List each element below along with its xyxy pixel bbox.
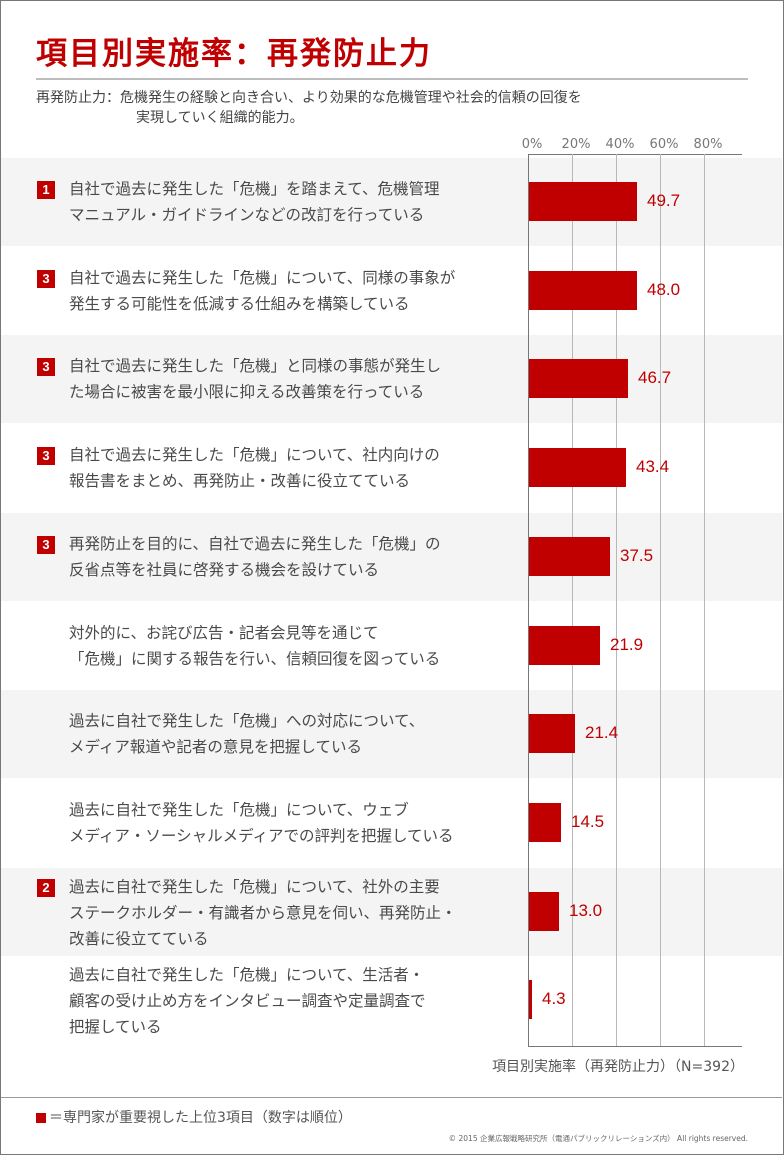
x-tick-20: 20%: [561, 137, 591, 152]
bar: [529, 980, 532, 1019]
row-label: 過去に自社で発生した「危機」について、ウェブメディア・ソーシャルメディアでの評判…: [69, 797, 454, 849]
row-label-line: 過去に自社で発生した「危機」について、生活者・: [69, 966, 425, 984]
bar: [529, 271, 637, 310]
row-label-line: 報告書をまとめ、再発防止・改善に役立てている: [69, 472, 411, 490]
row-label-line: 自社で過去に発生した「危機」について、同様の事象が: [69, 269, 456, 287]
row-label: 過去に自社で発生した「危機」について、社外の主要 ステークホルダー・有識者から意見…: [69, 874, 457, 952]
gridline-60: [660, 154, 661, 1046]
chart-row: 対外的に、お詫び広告・記者会見等を通じて「危機」に関する報告を行い、信頼回復を図…: [1, 602, 782, 690]
chart-row: 2 過去に自社で発生した「危機」について、社外の主要 ステークホルダー・有識者から意…: [1, 868, 782, 956]
expert-rank-badge: 1: [37, 181, 55, 199]
legend-red-square-icon: [36, 1113, 46, 1123]
bar-value-label: 14.5: [571, 812, 605, 831]
row-label: 対外的に、お詫び広告・記者会見等を通じて「危機」に関する報告を行い、信頼回復を図…: [69, 620, 440, 672]
bar: [529, 537, 610, 576]
chart-row: 1 自社で過去に発生した「危機」を踏まえて、危機管理 マニュアル・ガイドラインなどの…: [1, 158, 782, 246]
expert-rank-badge: 2: [37, 879, 55, 897]
chart-row: 3 再発防止を目的に、自社で過去に発生した「危機」の 反省点等を社員に啓発する機会を…: [1, 513, 782, 601]
row-label-line: 自社で過去に発生した「危機」と同様の事態が発生し: [69, 357, 442, 375]
x-tick-60: 60%: [649, 137, 679, 152]
gridline-40: [616, 154, 617, 1046]
description-line-2: 実現していく組織的能力。: [136, 110, 304, 126]
bar: [529, 182, 637, 221]
bar: [529, 714, 575, 753]
row-label-line: メディア・ソーシャルメディアでの評判を把握している: [69, 827, 454, 845]
row-label: 自社で過去に発生した「危機」と同様の事態が発生し た場合に被害を最小限に抑える改善…: [69, 353, 441, 405]
row-label-line: 自社で過去に発生した「危機」を踏まえて、危機管理: [69, 180, 440, 198]
row-label: 自社で過去に発生した「危機」を踏まえて、危機管理 マニュアル・ガイドラインなどの改…: [69, 176, 439, 228]
bar-value-label: 21.9: [610, 635, 644, 654]
x-tick-0: 0%: [521, 137, 543, 152]
bar: [529, 626, 600, 665]
bar: [529, 892, 559, 931]
chart-row: 過去に自社で発生した「危機」への対応について、 メディア報道や記者の意見を把握して…: [1, 690, 782, 778]
row-label: 自社で過去に発生した「危機」について、同様の事象が 発生する可能性を低減する仕組み…: [69, 265, 455, 317]
expert-rank-badge: 3: [37, 536, 55, 554]
bar-value-label: 21.4: [585, 723, 619, 742]
row-label-line: 発生する可能性を低減する仕組みを構築している: [69, 295, 410, 313]
row-label: 再発防止を目的に、自社で過去に発生した「危機」の 反省点等を社員に啓発する機会を設…: [69, 531, 441, 583]
bar-value-label: 43.4: [636, 457, 670, 476]
row-label-line: 反省点等を社員に啓発する機会を設けている: [69, 561, 380, 579]
row-label-line: 過去に自社で発生した「危機」への対応について、: [69, 712, 425, 730]
row-label-line: 「危機」に関する報告を行い、信頼回復を図っている: [69, 650, 441, 668]
row-label-line: ステークホルダー・有識者から意見を伺い、再発防止・: [69, 904, 457, 922]
chart-title: 項目別実施率：再発防止力: [36, 36, 432, 72]
row-label-line: 改善に役立てている: [69, 930, 209, 948]
expert-rank-badge: 3: [37, 447, 55, 465]
row-label: 過去に自社で発生した「危機」について、生活者・ 顧客の受け止め方をインタビュー調査…: [69, 962, 426, 1040]
x-axis-top-line: [528, 154, 742, 155]
bar-value-label: 46.7: [638, 368, 672, 387]
legend-text: ＝専門家が重要視した上位3項目（数字は順位）: [49, 1110, 352, 1126]
gridline-0: [528, 154, 529, 1046]
row-label-line: 把握している: [69, 1018, 162, 1036]
row-label-line: 顧客の受け止め方をインタビュー調査や定量調査で: [69, 992, 426, 1010]
row-label-line: 過去に自社で発生した「危機」について、社外の主要: [69, 878, 440, 896]
bar-value-label: 13.0: [569, 901, 603, 920]
expert-rank-badge: 3: [37, 270, 55, 288]
gridline-20: [572, 154, 573, 1046]
row-label-line: 過去に自社で発生した「危機」について、ウェブ: [69, 801, 409, 819]
row-label-line: 自社で過去に発生した「危機」について、社内向けの: [69, 446, 440, 464]
row-label-line: た場合に被害を最小限に抑える改善策を行っている: [69, 383, 425, 401]
chart-description: 再発防止力：危機発生の経験と向き合い、より効果的な危機管理や社会的信頼の回復を …: [36, 88, 582, 128]
row-label-line: メディア報道や記者の意見を把握している: [69, 738, 362, 756]
x-tick-40: 40%: [605, 137, 635, 152]
title-divider: [36, 78, 748, 80]
bar-value-label: 48.0: [647, 280, 681, 299]
bar: [529, 359, 628, 398]
bar: [529, 448, 626, 487]
chart-row: 3 自社で過去に発生した「危機」と同様の事態が発生し た場合に被害を最小限に抑える改…: [1, 335, 782, 423]
gridline-80: [704, 154, 705, 1046]
row-label-line: 再発防止を目的に、自社で過去に発生した「危機」の: [69, 535, 441, 553]
chart-row: 3 自社で過去に発生した「危機」について、同様の事象が 発生する可能性を低減する仕組…: [1, 247, 782, 335]
expert-rank-badge: 3: [37, 358, 55, 376]
chart-caption: 項目別実施率（再発防止力）（N=392）: [492, 1059, 744, 1075]
row-label: 過去に自社で発生した「危機」への対応について、 メディア報道や記者の意見を把握して…: [69, 708, 424, 760]
bar-value-label: 4.3: [542, 989, 566, 1008]
x-axis-tick-labels: 0% 20% 40% 60% 80%: [0, 137, 784, 153]
row-label-line: 対外的に、お詫び広告・記者会見等を通じて: [69, 624, 379, 642]
chart-row: 過去に自社で発生した「危機」について、ウェブメディア・ソーシャルメディアでの評判…: [1, 779, 782, 867]
row-label-line: マニュアル・ガイドラインなどの改訂を行っている: [69, 206, 425, 224]
chart-row: 3 自社で過去に発生した「危機」について、社内向けの 報告書をまとめ、再発防止・改善…: [1, 424, 782, 512]
x-axis-bottom-line: [528, 1046, 742, 1047]
copyright: © 2015 企業広報戦略研究所（電通パブリックリレーションズ内） All ri…: [448, 1134, 748, 1143]
bar-value-label: 37.5: [620, 546, 654, 565]
row-label: 自社で過去に発生した「危機」について、社内向けの 報告書をまとめ、再発防止・改善に…: [69, 442, 440, 494]
footer-divider: [1, 1097, 782, 1098]
legend: ＝専門家が重要視した上位3項目（数字は順位）: [36, 1107, 352, 1127]
chart-row: 過去に自社で発生した「危機」について、生活者・ 顧客の受け止め方をインタビュー調査…: [1, 956, 782, 1044]
description-line-1: 再発防止力：危機発生の経験と向き合い、より効果的な危機管理や社会的信頼の回復を: [36, 90, 582, 106]
bar: [529, 803, 561, 842]
x-tick-80: 80%: [693, 137, 723, 152]
bar-value-label: 49.7: [647, 191, 681, 210]
